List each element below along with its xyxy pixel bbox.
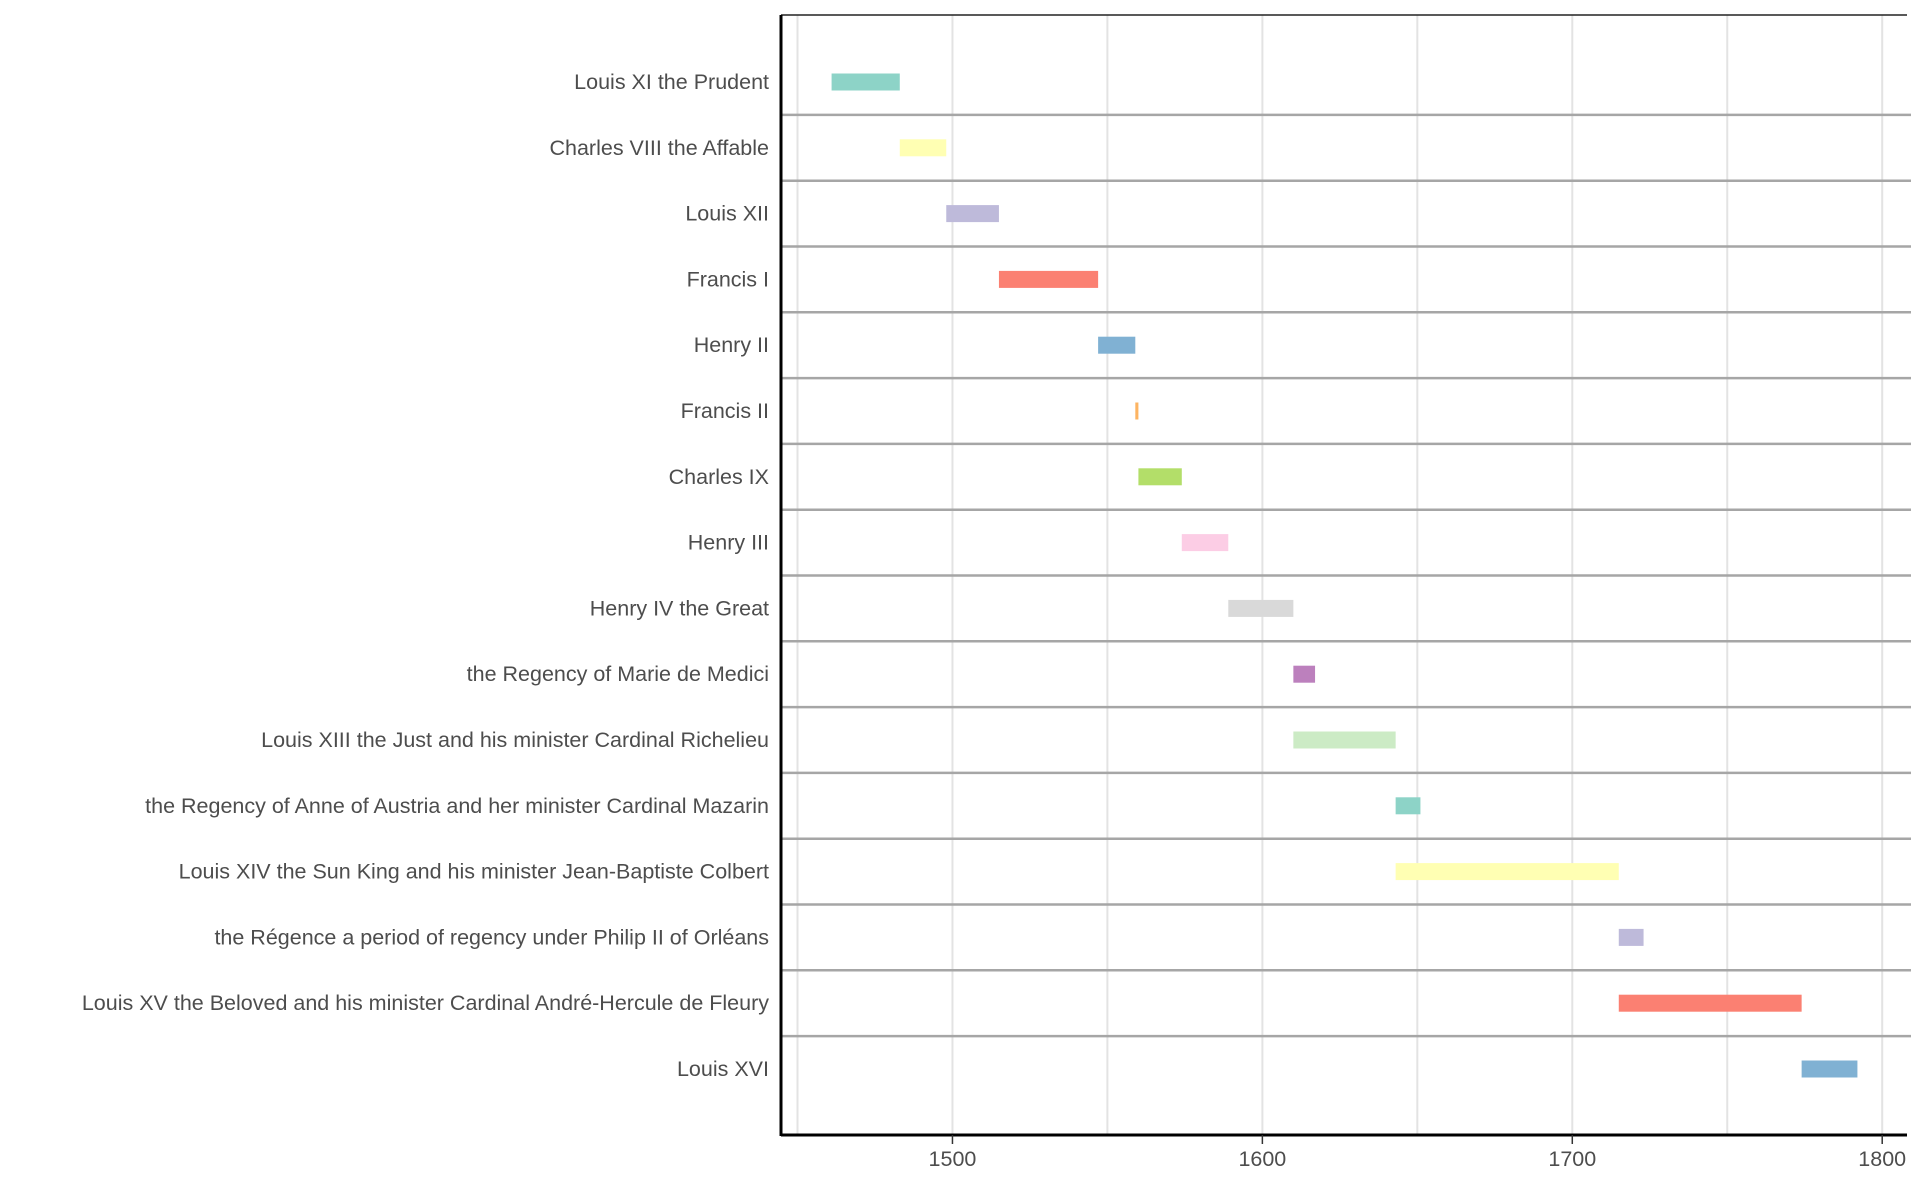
x-tick-label: 1500: [929, 1147, 977, 1171]
y-tick-label: Henry II: [694, 333, 769, 357]
y-tick-label: Louis XIV the Sun King and his minister …: [179, 860, 769, 884]
y-tick-label: Francis II: [681, 399, 769, 423]
y-tick-label: Louis XIII the Just and his minister Car…: [261, 728, 769, 752]
y-tick-label: Charles VIII the Affable: [549, 136, 769, 160]
x-tick-label: 1800: [1858, 1147, 1906, 1171]
reign-bar: [1181, 534, 1229, 552]
y-tick-label: Louis XV the Beloved and his minister Ca…: [82, 991, 769, 1015]
reign-bar: [1618, 928, 1644, 946]
bars: [831, 73, 1858, 1078]
reign-bar: [899, 139, 947, 157]
y-tick-label: Henry III: [688, 531, 769, 555]
row-separators: [782, 113, 1911, 1038]
reign-bar: [1293, 731, 1396, 749]
reign-bar: [1395, 863, 1619, 881]
y-tick-label: Henry IV the Great: [590, 596, 769, 620]
reign-bar: [1618, 994, 1802, 1012]
y-tick-label: the Régence a period of regency under Ph…: [214, 925, 769, 949]
y-tick-label: Louis XII: [685, 202, 769, 226]
x-tick-label: 1600: [1238, 1147, 1286, 1171]
reign-bar: [1293, 665, 1316, 683]
y-axis-labels: Louis XI the Prudent Charles VIII the Aff…: [82, 70, 769, 1081]
y-tick-label: Louis XVI: [677, 1057, 769, 1081]
y-tick-label: Francis I: [687, 267, 769, 291]
reign-bar: [1098, 336, 1136, 354]
y-tick-label: Louis XI the Prudent: [574, 70, 769, 94]
y-tick-label: the Regency of Anne of Austria and her m…: [145, 794, 769, 818]
reign-bar: [1801, 1060, 1858, 1078]
reign-bar: [946, 205, 999, 223]
y-tick-label: Charles IX: [669, 465, 769, 489]
reign-bar: [1395, 797, 1421, 815]
reign-bar: [1228, 599, 1294, 617]
x-axis: 1500 1600 1700 1800: [779, 14, 1907, 1171]
reign-bar: [831, 73, 900, 91]
reign-bar: [1138, 468, 1182, 486]
y-tick-label: the Regency of Marie de Medici: [467, 662, 769, 686]
x-tick-label: 1700: [1548, 1147, 1596, 1171]
reign-bar: [998, 270, 1099, 288]
reign-bar: [1135, 402, 1139, 420]
